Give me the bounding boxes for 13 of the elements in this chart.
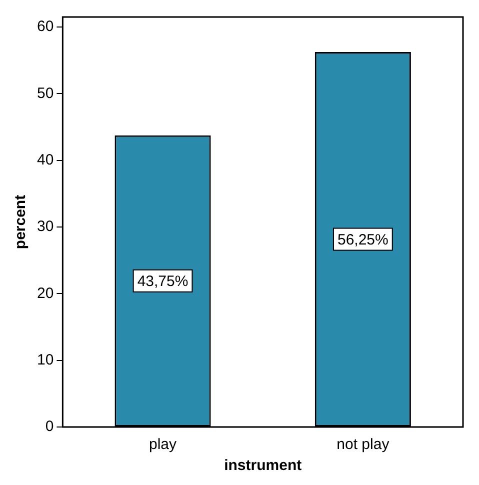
y-tick-label: 20 [36,284,54,302]
y-tick-label: 60 [36,18,54,36]
y-tick-label: 0 [45,418,54,436]
y-tick-label: 50 [36,84,54,102]
x-tick-label: not play [336,436,390,454]
y-tick-label: 40 [36,151,54,168]
data-label: 43,75% [137,273,188,290]
y-axis-title: percent [12,194,30,250]
y-tick-label: 30 [36,218,54,236]
data-label: 56,25% [337,231,388,248]
y-tick-label: 10 [36,351,54,368]
x-axis-title: instrument [224,457,302,474]
x-tick-label: play [149,436,178,454]
